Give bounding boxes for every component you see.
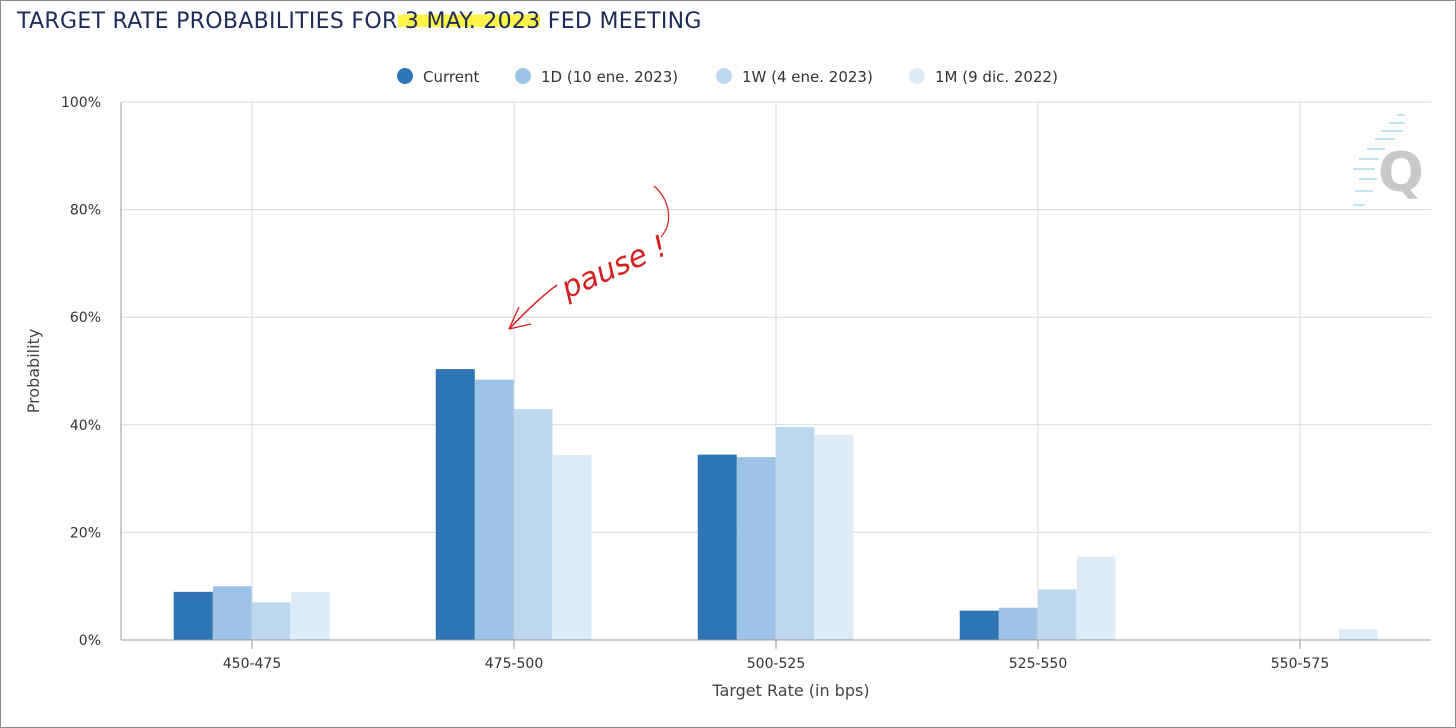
legend[interactable]: Current 1D (10 ene. 2023) 1W (4 ene. 2023)… xyxy=(397,68,1058,86)
legend-item[interactable]: 1M (9 dic. 2022) xyxy=(909,68,1058,86)
legend-swatch xyxy=(515,68,531,84)
title-date-highlight: 3 MAY. 2023 xyxy=(397,9,541,34)
legend-label: 1M (9 dic. 2022) xyxy=(935,68,1058,86)
bar[interactable] xyxy=(553,454,592,640)
legend-label: Current xyxy=(423,68,479,86)
annotation-text: pause ! xyxy=(555,229,673,307)
bar[interactable] xyxy=(291,592,330,640)
y-tick-label: 20% xyxy=(70,525,101,541)
x-tick-label: 525-550 xyxy=(1009,656,1068,672)
bar[interactable] xyxy=(1077,556,1116,640)
legend-swatch xyxy=(397,68,413,84)
legend-item[interactable]: Current xyxy=(397,68,479,86)
bar-series xyxy=(173,369,1378,641)
bar[interactable] xyxy=(697,454,737,641)
svg-text:Q: Q xyxy=(1378,141,1424,204)
title-suffix: FED MEETING xyxy=(540,9,702,34)
legend-swatch xyxy=(909,68,925,84)
bar[interactable] xyxy=(514,409,553,640)
y-tick-label: 80% xyxy=(70,203,101,219)
legend-swatch xyxy=(716,68,732,84)
bar[interactable] xyxy=(435,369,475,641)
axes: 0% 20% 40% 60% 80% 100% 450-475 475-500 500-525 5… xyxy=(24,95,1431,700)
bar[interactable] xyxy=(173,591,213,641)
legend-item[interactable]: 1D (10 ene. 2023) xyxy=(515,68,678,86)
y-axis-title: Probability xyxy=(24,329,43,414)
bar[interactable] xyxy=(213,586,252,640)
x-tick-label: 450-475 xyxy=(223,656,282,672)
legend-label: 1W (4 ene. 2023) xyxy=(742,68,873,86)
bar[interactable] xyxy=(1038,589,1077,640)
y-tick-label: 60% xyxy=(70,310,101,326)
y-tick-label: 40% xyxy=(70,418,101,434)
x-tick-label: 500-525 xyxy=(747,656,806,672)
bar[interactable] xyxy=(475,379,514,640)
x-axis-title: Target Rate (in bps) xyxy=(711,681,869,700)
handwritten-annotation: pause ! xyxy=(508,185,673,330)
page-title: TARGET RATE PROBABILITIES FOR 3 MAY. 202… xyxy=(17,9,702,34)
bar[interactable] xyxy=(252,602,291,640)
title-prefix: TARGET RATE PROBABILITIES FOR xyxy=(17,9,398,34)
y-tick-label: 0% xyxy=(79,633,101,649)
x-tick-label: 475-500 xyxy=(485,656,544,672)
bar[interactable] xyxy=(815,434,854,640)
bar[interactable] xyxy=(737,457,776,640)
y-tick-label: 100% xyxy=(61,95,101,111)
bar[interactable] xyxy=(1339,629,1378,640)
legend-label: 1D (10 ene. 2023) xyxy=(541,68,678,86)
legend-item[interactable]: 1W (4 ene. 2023) xyxy=(716,68,873,86)
bar[interactable] xyxy=(959,610,999,641)
q-logo-icon: Q xyxy=(1353,114,1424,206)
bar[interactable] xyxy=(776,426,815,640)
bar[interactable] xyxy=(999,607,1038,640)
x-tick-label: 550-575 xyxy=(1271,656,1330,672)
